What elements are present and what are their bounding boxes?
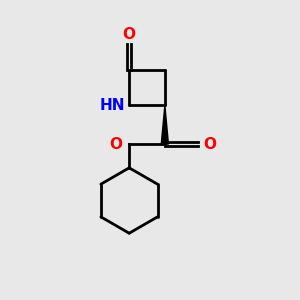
Text: HN: HN: [100, 98, 126, 113]
Polygon shape: [161, 105, 168, 144]
Text: O: O: [123, 26, 136, 41]
Text: O: O: [110, 136, 123, 152]
Text: O: O: [203, 136, 216, 152]
